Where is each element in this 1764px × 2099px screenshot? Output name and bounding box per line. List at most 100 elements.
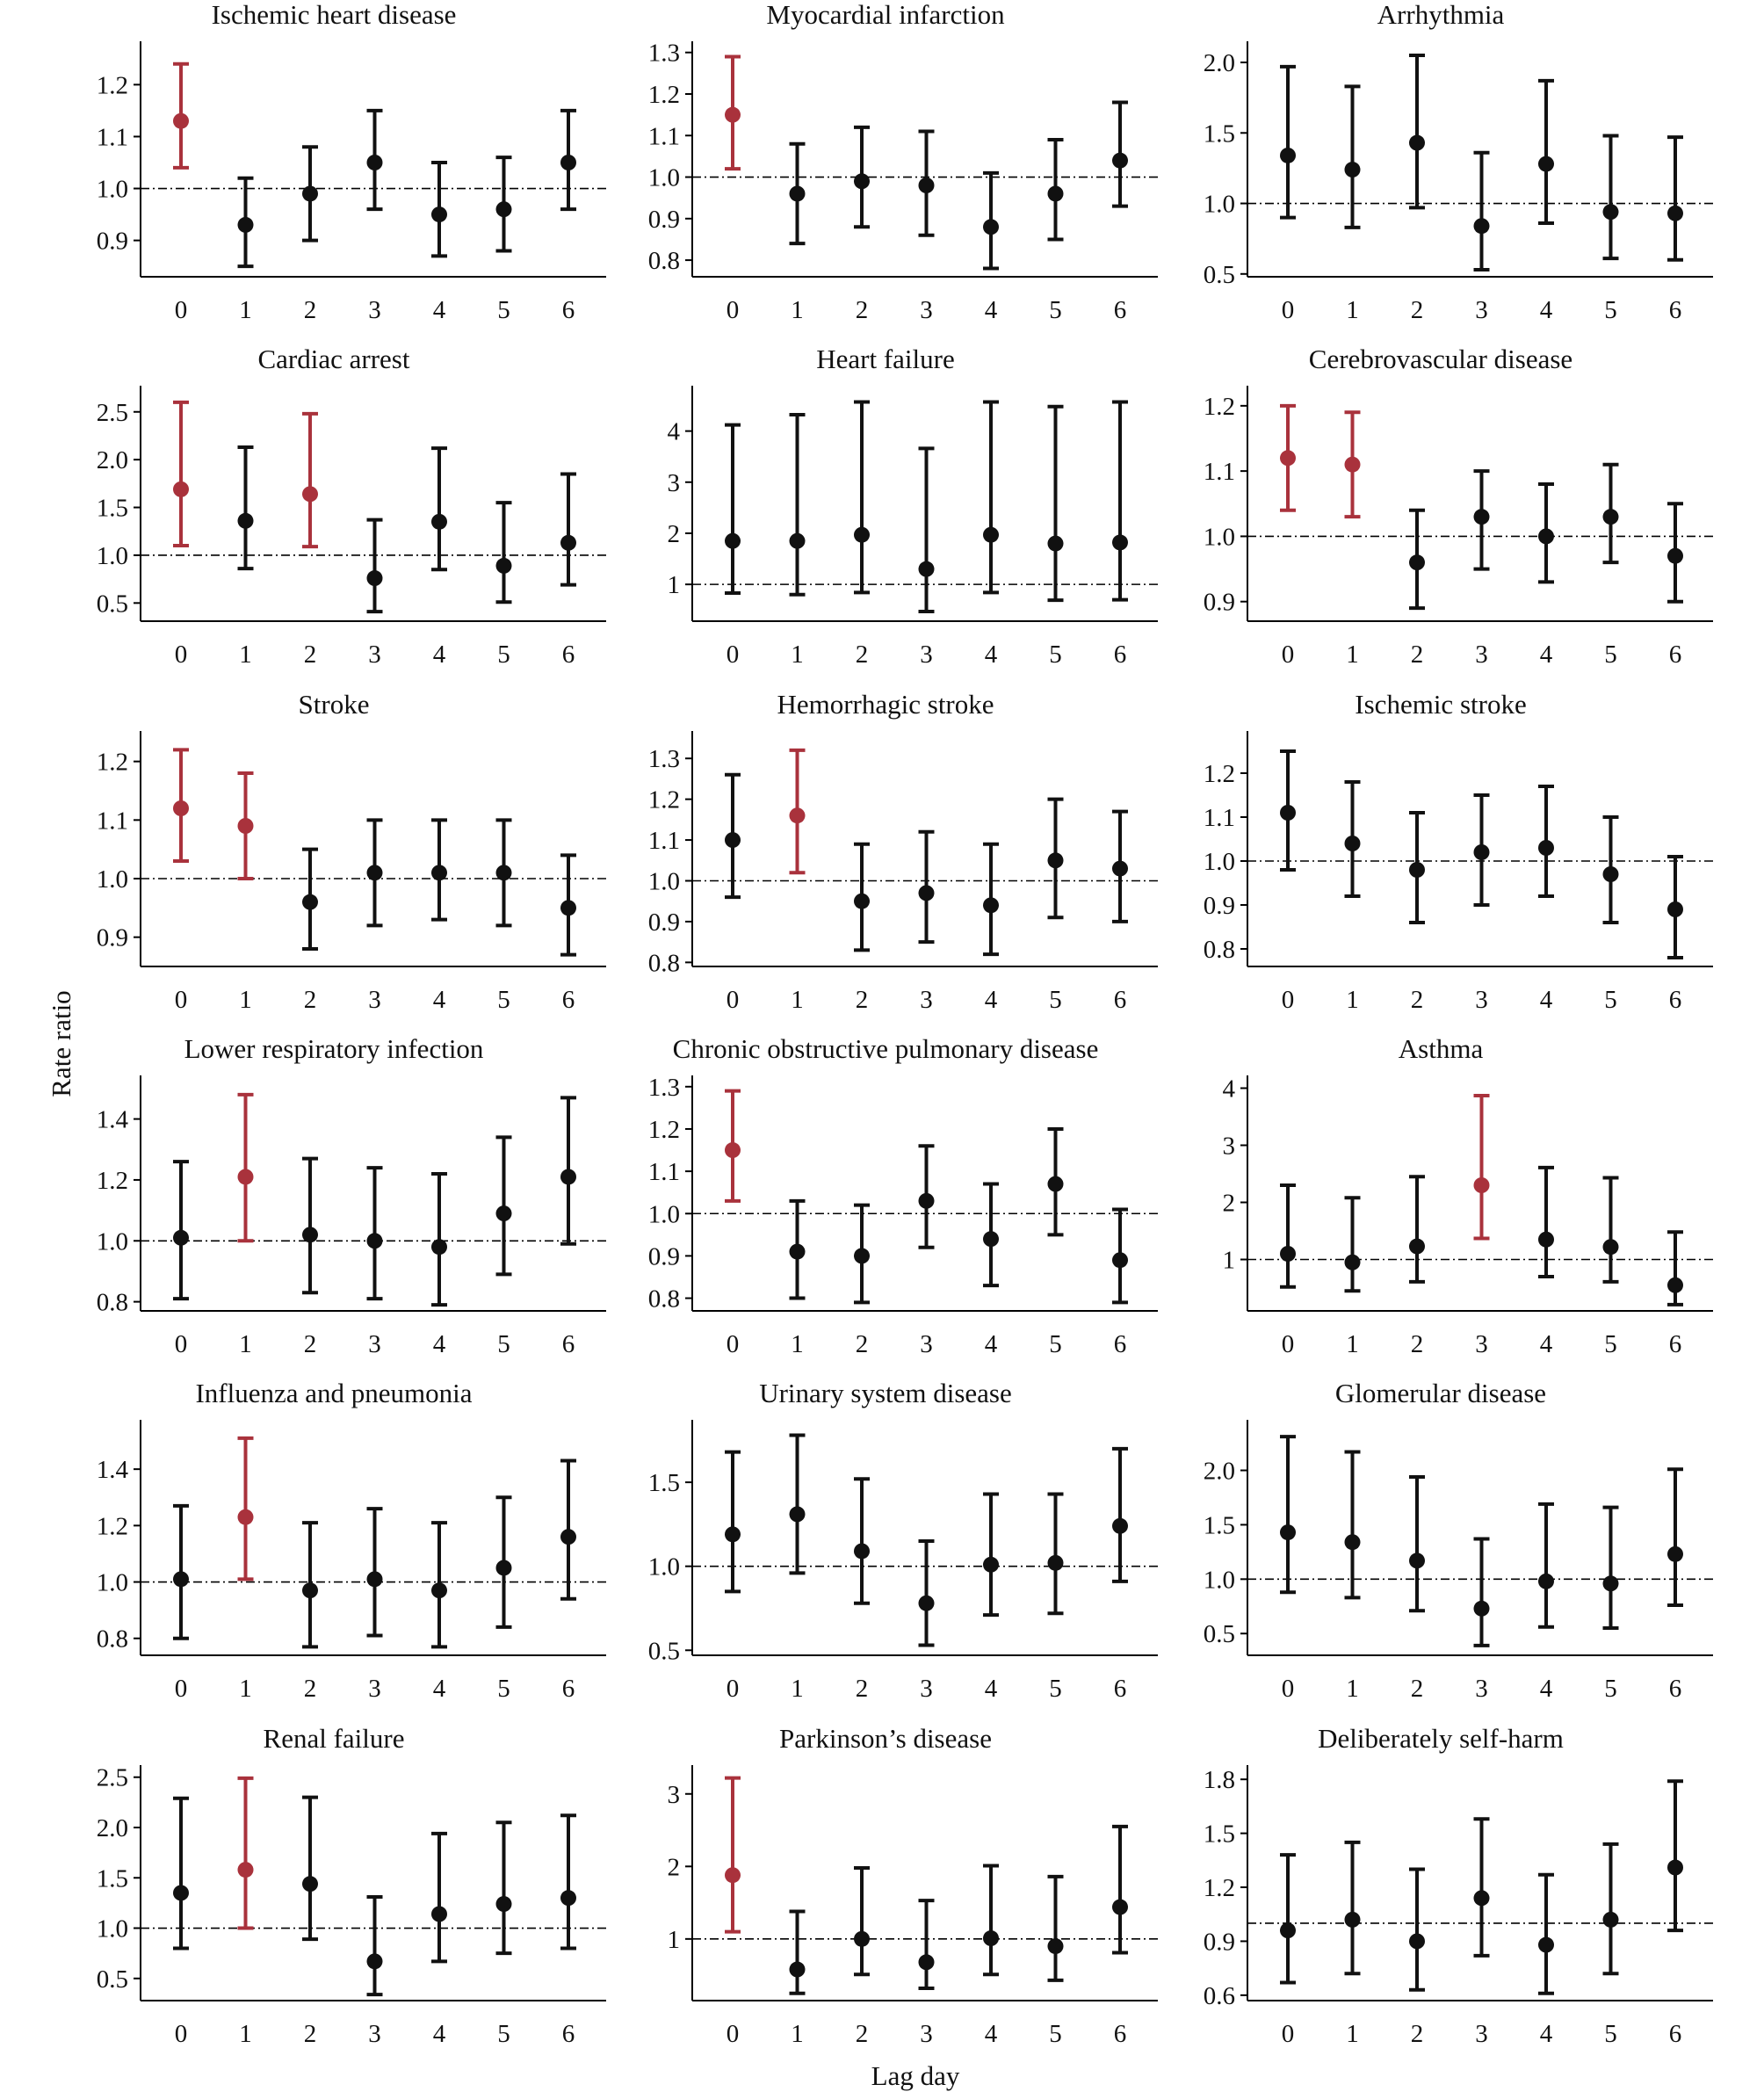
error-bar-group (983, 842, 999, 957)
y-tick-label: 2 (668, 1853, 681, 1881)
y-tick-label: 2 (668, 520, 681, 548)
error-bar-group (918, 1144, 935, 1249)
error-bar-group (366, 518, 383, 614)
panel-1: Myocardial infarction 0.8 0.9 1.0 1.1 1.2 1.3 0… (648, 0, 1158, 324)
y-tick-label: 1.0 (1204, 191, 1235, 219)
error-bar-group (983, 1182, 999, 1288)
error-bar-group (1473, 469, 1490, 571)
x-tick-label: 2 (304, 1330, 317, 1358)
data-point (366, 1571, 383, 1588)
error-bar-group (237, 1092, 254, 1243)
error-bar-group (1047, 404, 1064, 603)
panel-title: Urinary system disease (759, 1378, 1012, 1408)
x-tick-label: 6 (562, 986, 575, 1014)
x-tick-label: 0 (175, 2020, 188, 2048)
error-bar-group (918, 1899, 935, 1990)
data-point (1602, 204, 1619, 221)
x-tick-label: 1 (1346, 1330, 1359, 1358)
data-point (302, 1876, 318, 1893)
error-bar-group (1602, 815, 1619, 924)
x-tick-label: 0 (175, 1675, 188, 1703)
error-bar-group (302, 847, 318, 951)
data-point (1280, 805, 1296, 821)
data-point (495, 1560, 512, 1576)
error-bar-group (1538, 1165, 1554, 1278)
data-point (237, 1169, 254, 1185)
data-point (854, 1248, 870, 1264)
data-point (918, 1192, 935, 1209)
y-tick-label: 0.5 (1204, 261, 1235, 289)
x-tick-label: 6 (562, 1675, 575, 1703)
panel-title: Arrhythmia (1377, 0, 1505, 30)
data-point (366, 865, 383, 881)
x-tick-label: 1 (1346, 641, 1359, 669)
data-point (1667, 901, 1683, 917)
x-tick-label: 1 (239, 1675, 252, 1703)
data-point (431, 1239, 447, 1256)
error-bar-group (495, 1135, 512, 1277)
panel-title: Cardiac arrest (258, 344, 410, 374)
data-point (725, 832, 741, 849)
panel-title: Stroke (299, 689, 370, 720)
error-bar-group (725, 772, 741, 900)
data-point (495, 865, 512, 881)
data-point (854, 526, 870, 543)
error-bar-group (1667, 1230, 1683, 1306)
x-tick-label: 3 (368, 296, 381, 324)
data-point (1602, 1575, 1619, 1592)
data-point (789, 807, 806, 824)
error-bar-group (173, 62, 189, 170)
panel-title: Hemorrhagic stroke (777, 689, 994, 720)
x-tick-label: 3 (368, 2020, 381, 2048)
error-bar-group (495, 818, 512, 928)
error-bar-group (560, 1096, 576, 1246)
y-tick-label: 0.8 (648, 949, 680, 977)
y-tick-label: 1.3 (648, 745, 680, 773)
data-point (854, 1543, 870, 1560)
x-tick-label: 4 (433, 986, 446, 1014)
y-tick-label: 1.3 (648, 40, 680, 68)
data-point (789, 1506, 806, 1523)
x-tick-label: 2 (856, 986, 869, 1014)
x-tick-label: 6 (1669, 296, 1682, 324)
y-tick-label: 0.9 (1204, 589, 1235, 617)
x-tick-label: 1 (1346, 296, 1359, 324)
x-tick-label: 0 (727, 1330, 740, 1358)
x-tick-label: 0 (727, 1675, 740, 1703)
data-point (1047, 1554, 1064, 1571)
x-tick-label: 2 (856, 641, 869, 669)
data-point (1667, 1545, 1683, 1562)
data-point (302, 185, 318, 202)
error-bar-group (789, 748, 806, 875)
y-tick-label: 1.4 (97, 1456, 129, 1484)
error-bar-group (302, 411, 318, 549)
data-point (1409, 554, 1425, 571)
data-point (1112, 152, 1128, 169)
error-bar-group (1280, 1183, 1296, 1289)
x-tick-label: 1 (1346, 1675, 1359, 1703)
panel-title: Myocardial infarction (766, 0, 1005, 30)
data-point (173, 800, 189, 816)
y-tick-label: 1.8 (1204, 1766, 1235, 1794)
data-point (1473, 1890, 1490, 1907)
data-point (431, 513, 447, 530)
x-tick-label: 6 (1114, 1330, 1127, 1358)
error-bar-group (1667, 502, 1683, 604)
y-tick-label: 2.0 (97, 446, 128, 474)
error-bar-group (1047, 797, 1064, 920)
x-tick-label: 0 (727, 986, 740, 1014)
data-point (1344, 1254, 1361, 1270)
y-tick-label: 1.1 (97, 807, 128, 835)
error-bar-group (789, 1198, 806, 1300)
y-tick-label: 1.5 (648, 1469, 680, 1497)
y-tick-label: 0.8 (97, 1289, 128, 1317)
x-tick-label: 5 (497, 2020, 510, 2048)
y-tick-label: 1.2 (648, 1116, 680, 1144)
y-tick-label: 1.3 (648, 1074, 680, 1102)
data-point (1280, 450, 1296, 467)
data-point (302, 486, 318, 503)
y-tick-label: 1.5 (1204, 1511, 1235, 1539)
data-point (560, 1529, 576, 1545)
y-tick-label: 1.5 (97, 1864, 128, 1893)
error-bar-group (1344, 1196, 1361, 1293)
